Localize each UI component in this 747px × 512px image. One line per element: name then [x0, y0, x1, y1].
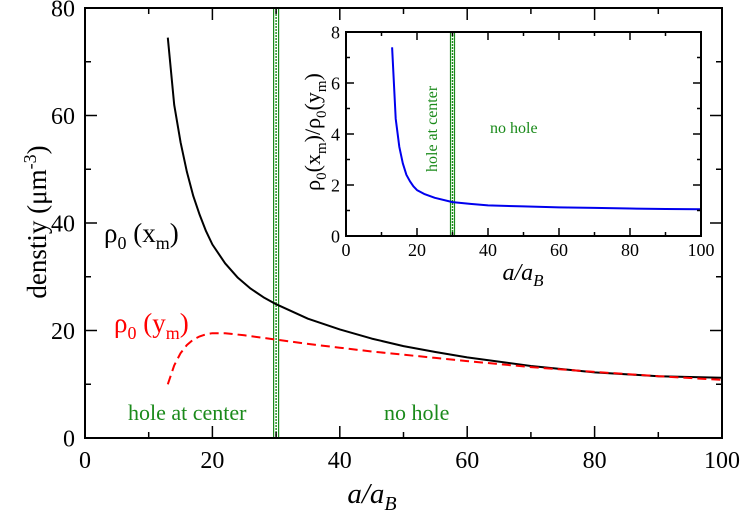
main-y-axis-title-sup: -3: [20, 154, 40, 169]
inset-xtick-label: 20: [408, 240, 426, 260]
main-xtick-label: 0: [79, 448, 91, 474]
main-ytick-label: 60: [51, 104, 75, 130]
inset-xtick-label: 60: [550, 240, 568, 260]
main-xtick-label: 80: [583, 448, 607, 474]
inset-hole-boundary-line: [449, 31, 456, 237]
main-ytick-label: 80: [51, 0, 75, 22]
main-series-group: [166, 37, 723, 385]
inset-series-group: [391, 47, 702, 211]
inset-ytick-label: 2: [331, 175, 340, 195]
main-xtick-label: 60: [455, 448, 479, 474]
rho-x-label: ρ0 (xm): [104, 218, 179, 253]
inset-ytick-label: 0: [331, 226, 340, 246]
main-ytick-label: 20: [51, 319, 75, 345]
inset-hole-at-center-label: hole at center: [424, 85, 441, 172]
main-xtick-label: 40: [328, 448, 352, 474]
main-no-hole-label: no hole: [384, 400, 449, 425]
inset-x-axis-title: a/aB: [502, 260, 544, 290]
inset-x-axis-title-sub: B: [533, 271, 544, 290]
inset-xtick-label: 100: [688, 240, 715, 260]
main-hole-at-center-label: hole at center: [128, 400, 247, 425]
main-series-rho0_xm: [166, 37, 723, 379]
main-y-axis-title-close: ): [22, 145, 52, 154]
main-x-axis-title-sub: B: [384, 493, 396, 512]
inset-ticks: 0 20 40 60 80 100 0 2 4 6 8: [331, 22, 715, 260]
inset-ytick-label: 6: [331, 73, 340, 93]
main-xtick-label: 100: [704, 448, 740, 474]
inset-ytick-label: 8: [331, 22, 340, 42]
inset-plot: 0 20 40 60 80 100 0 2 4 6 8 a/aB ρ0(xm)/ρ0(ym) hol…: [300, 22, 715, 290]
main-ytick-label: 0: [63, 426, 75, 452]
inset-background: [346, 32, 701, 236]
main-series-rho0_ym: [166, 332, 723, 385]
inset-xtick-label: 0: [342, 240, 351, 260]
main-x-axis-title: a/aB: [347, 478, 396, 512]
inset-ytick-label: 4: [331, 124, 340, 144]
inset-no-hole-label: no hole: [490, 120, 538, 137]
inset-y-axis-title: ρ0(xm)/ρ0(ym): [300, 73, 330, 191]
main-ytick-label: 40: [51, 211, 75, 237]
main-hole-boundary-line: [273, 7, 280, 439]
inset-xtick-label: 40: [479, 240, 497, 260]
rho-y-label: ρ0 (ym): [114, 308, 189, 343]
inset-xtick-label: 80: [621, 240, 639, 260]
main-xtick-label: 20: [200, 448, 224, 474]
inset-series-ratio: [391, 47, 702, 211]
main-y-axis-title: denstiy (μm-3): [20, 145, 52, 298]
